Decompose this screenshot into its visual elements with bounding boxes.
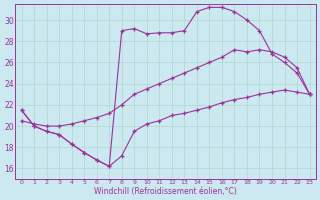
X-axis label: Windchill (Refroidissement éolien,°C): Windchill (Refroidissement éolien,°C) xyxy=(94,187,237,196)
